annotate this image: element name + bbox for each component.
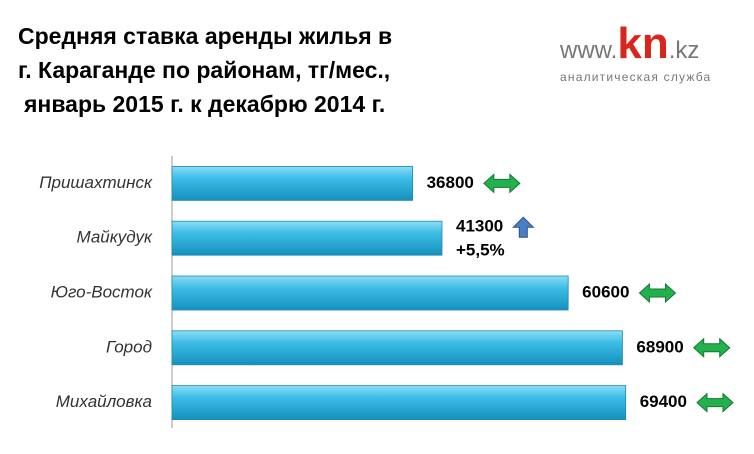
value-label: 60600 xyxy=(582,282,629,301)
y-tick-label: Город xyxy=(106,337,152,356)
y-tick-label: Юго-Восток xyxy=(51,282,153,301)
trend-arrow xyxy=(638,282,677,304)
bar xyxy=(171,275,569,311)
value-label: 41300 xyxy=(456,217,503,236)
bar xyxy=(171,385,627,421)
logo-brand: kn xyxy=(617,19,668,68)
value-label: 36800 xyxy=(427,173,474,192)
y-tick-label: Майкудук xyxy=(76,228,152,247)
trend-arrow xyxy=(696,392,734,413)
change-label: +5,5% xyxy=(456,241,505,260)
logo-tagline: аналитическая служба xyxy=(560,70,711,84)
logo-prefix: www. xyxy=(559,37,617,64)
logo: www.kn.kz xyxy=(559,19,699,68)
logo-suffix: .kz xyxy=(669,37,700,64)
value-label: 69400 xyxy=(640,392,687,411)
value-label: 68900 xyxy=(636,337,683,356)
bar xyxy=(171,220,443,256)
chart-title: г. Караганде по районам, тг/мес., xyxy=(18,57,390,83)
trend-arrow xyxy=(692,337,731,358)
y-tick-label: Михайловка xyxy=(56,392,152,411)
chart-title: Средняя ставка аренды жилья в xyxy=(18,23,392,49)
bar xyxy=(171,330,623,366)
y-tick-label: Пришахтинск xyxy=(39,173,153,192)
chart-title: январь 2015 г. к декабрю 2014 г. xyxy=(23,91,385,117)
trend-arrow xyxy=(483,173,521,194)
bar xyxy=(171,165,413,201)
trend-arrow xyxy=(512,216,535,238)
